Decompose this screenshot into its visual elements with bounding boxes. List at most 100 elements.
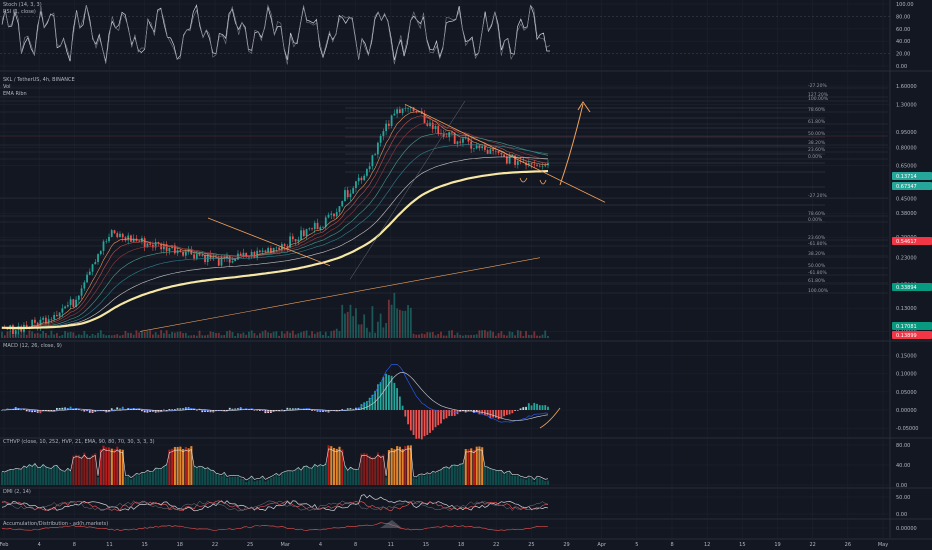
volume-bar — [124, 330, 127, 338]
candle-body — [97, 254, 99, 263]
stoch-tick-label: 20.00 — [896, 52, 910, 58]
volume-bar — [69, 331, 72, 338]
macd-histogram-bar — [505, 410, 508, 415]
volume-bar — [34, 333, 36, 338]
macd-histogram-bar — [286, 407, 289, 410]
cthvp-bar — [184, 446, 187, 485]
volume-bar — [470, 334, 473, 338]
volume-bar — [269, 333, 272, 338]
volume-bar — [162, 333, 165, 338]
stoch-tick-label: 60.00 — [896, 27, 910, 33]
volume-bar — [217, 332, 220, 338]
cthvp-bar — [341, 449, 344, 485]
cthvp-bar — [544, 481, 547, 485]
volume-bar — [135, 330, 138, 338]
macd-histogram-bar — [311, 410, 313, 411]
candle-body — [220, 256, 223, 266]
macd-histogram-bar — [409, 410, 412, 431]
fib-level-label: 0.00% — [808, 154, 823, 160]
cthvp-bar — [75, 454, 78, 485]
macd-histogram-bar — [141, 410, 143, 412]
cthvp-tick-label: 80.00 — [896, 443, 910, 449]
volume-bar — [237, 333, 239, 338]
cthvp-bar — [275, 474, 278, 485]
cthvp-bar — [83, 452, 86, 485]
cthvp-bar — [412, 477, 415, 485]
volume-bar — [23, 330, 25, 338]
volume-bar — [390, 304, 393, 338]
macd-histogram-bar — [77, 409, 80, 411]
macd-histogram-bar — [34, 410, 36, 413]
cthvp-bar — [108, 447, 111, 485]
candle-body — [88, 271, 91, 275]
macd-histogram-bar — [119, 408, 121, 410]
volume-bar — [53, 334, 56, 338]
volume-bar — [212, 332, 215, 338]
macd-histogram-bar — [176, 408, 179, 410]
candle-body — [234, 259, 237, 262]
ema-ribbon-line — [1, 144, 549, 329]
cthvp-bar — [53, 465, 56, 485]
candle-body — [201, 255, 204, 256]
cthvp-bar — [445, 466, 448, 485]
volume-bar — [423, 334, 426, 338]
price-label-value: 0.54617 — [896, 239, 917, 245]
volume-bar — [25, 334, 28, 338]
cthvp-bar — [503, 474, 506, 485]
cthvp-bar — [17, 468, 20, 485]
macd-histogram-bar — [195, 410, 198, 411]
macd-histogram-bar — [445, 410, 448, 419]
volume-bar — [374, 332, 377, 338]
volume-bar — [141, 331, 143, 338]
candle-body — [72, 299, 75, 307]
macd-histogram-bar — [253, 410, 256, 411]
volume-bar — [77, 334, 80, 338]
candle-body — [146, 243, 149, 247]
macd-histogram-bar — [316, 410, 319, 412]
volume-bar — [55, 333, 58, 338]
ema-ribbon-line — [1, 133, 549, 329]
x-tick-label: Apr — [597, 542, 607, 548]
candle-body — [242, 252, 245, 256]
candle-body — [83, 282, 86, 289]
volume-bar — [366, 327, 368, 338]
macd-histogram-bar — [437, 410, 440, 426]
macd-histogram-bar — [393, 382, 396, 410]
macd-histogram-bar — [431, 410, 434, 431]
macd-histogram-bar — [113, 409, 116, 411]
volume-bar — [289, 332, 291, 338]
candle-body — [261, 250, 264, 252]
volume-bar — [544, 330, 547, 338]
candle-body — [25, 324, 28, 328]
candle-body — [168, 248, 171, 252]
volume-bar — [66, 332, 69, 338]
cthvp-bar — [371, 457, 374, 485]
volume-bar — [149, 330, 152, 338]
macd-histogram-bar — [475, 410, 478, 412]
volume-bar — [184, 332, 187, 338]
macd-histogram-bar — [143, 410, 146, 413]
cthvp-bar — [195, 467, 198, 485]
cthvp-bar — [418, 475, 421, 485]
macd-hist-group — [1, 373, 549, 440]
x-tick-label: 26 — [845, 542, 851, 548]
cthvp-bar — [483, 466, 486, 485]
macd-histogram-bar — [483, 410, 486, 415]
candle-body — [206, 254, 209, 262]
volume-bar — [99, 330, 102, 338]
macd-histogram-bar — [349, 408, 352, 410]
macd-histogram-bar — [146, 410, 149, 413]
cthvp-bar — [182, 448, 185, 485]
cthvp-title: CTHVP (close, 10, 252, HVP, 21, EMA, 90,… — [3, 439, 155, 445]
volume-bar — [473, 334, 475, 338]
cthvp-bar — [311, 468, 314, 485]
volume-bar — [481, 330, 484, 338]
volume-bar — [165, 330, 168, 338]
candle-body — [253, 251, 256, 258]
macd-line — [1, 364, 549, 423]
macd-histogram-bar — [407, 410, 409, 425]
volume-bar — [478, 330, 481, 338]
volume-bar — [83, 330, 86, 338]
macd-histogram-bar — [105, 410, 108, 413]
